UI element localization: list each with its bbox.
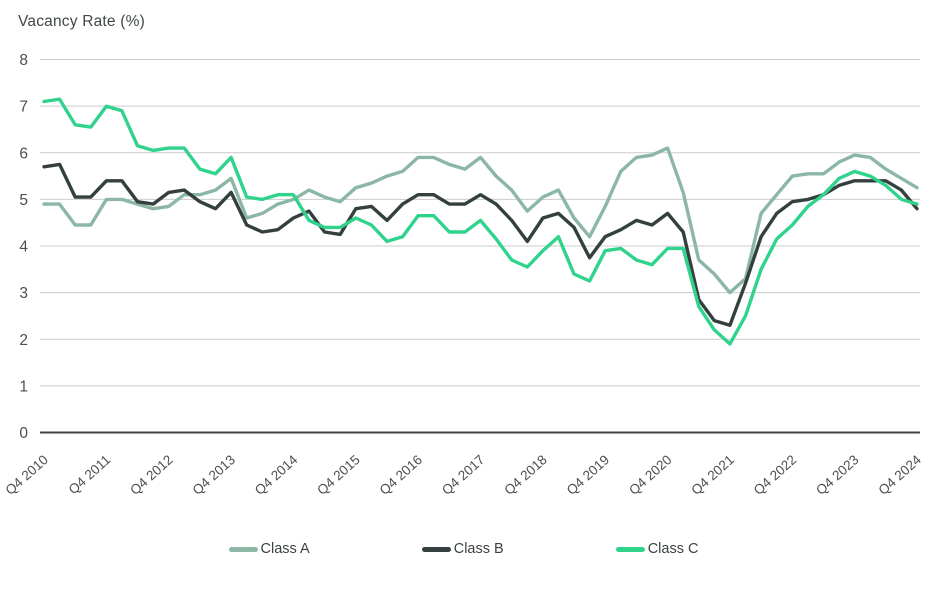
y-tick-label: 1	[19, 378, 28, 395]
y-tick-label: 4	[19, 239, 28, 256]
y-tick-label: 0	[19, 425, 28, 442]
x-tick-label: Q4 2010	[2, 452, 51, 498]
x-tick-label: Q4 2016	[377, 452, 426, 498]
legend-swatch-class-c-icon	[615, 546, 645, 552]
x-tick-label: Q4 2019	[564, 452, 613, 498]
legend-item-class-b[interactable]: Class B	[421, 541, 504, 557]
legend-item-class-c[interactable]: Class C	[615, 541, 699, 557]
x-tick-label: Q4 2020	[626, 452, 675, 498]
x-tick-label: Q4 2017	[439, 452, 488, 498]
x-tick-label: Q4 2023	[813, 452, 862, 498]
legend-label-class-c: Class C	[647, 541, 699, 557]
x-tick-label: Q4 2018	[501, 452, 550, 498]
x-tick-label: Q4 2022	[751, 452, 800, 498]
y-tick-label: 3	[19, 285, 28, 302]
x-tick-label: Q4 2012	[127, 452, 176, 498]
legend-label-class-a: Class A	[260, 541, 310, 557]
x-tick-label: Q4 2011	[66, 452, 114, 497]
y-tick-label: 8	[19, 52, 28, 69]
y-tick-label: 2	[19, 332, 28, 349]
y-tick-label: 7	[19, 99, 28, 116]
y-tick-label: 6	[19, 145, 28, 162]
chart-title: Vacancy Rate (%)	[18, 13, 145, 30]
x-tick-label: Q4 2015	[314, 452, 363, 498]
series-line-class-c	[42, 97, 919, 346]
y-tick-label: 5	[19, 192, 28, 209]
x-tick-label: Q4 2021	[688, 452, 737, 498]
x-tick-label: Q4 2024	[875, 452, 924, 498]
x-tick-label: Q4 2014	[252, 452, 301, 498]
legend-swatch-class-a-icon	[228, 546, 258, 552]
legend-item-class-a[interactable]: Class A	[228, 541, 310, 557]
legend-swatch-class-b-icon	[421, 546, 451, 552]
vacancy-chart: 0 1 2 3 4 5 6 7 8 Q4 2010 Q4 2011 Q4 2012 Q4 2013 Q4 …	[2, 52, 924, 498]
x-tick-label: Q4 2013	[190, 452, 239, 498]
legend: Class A Class B Class C	[0, 541, 927, 557]
legend-label-class-b: Class B	[453, 541, 504, 557]
series-line-class-b	[42, 162, 919, 327]
